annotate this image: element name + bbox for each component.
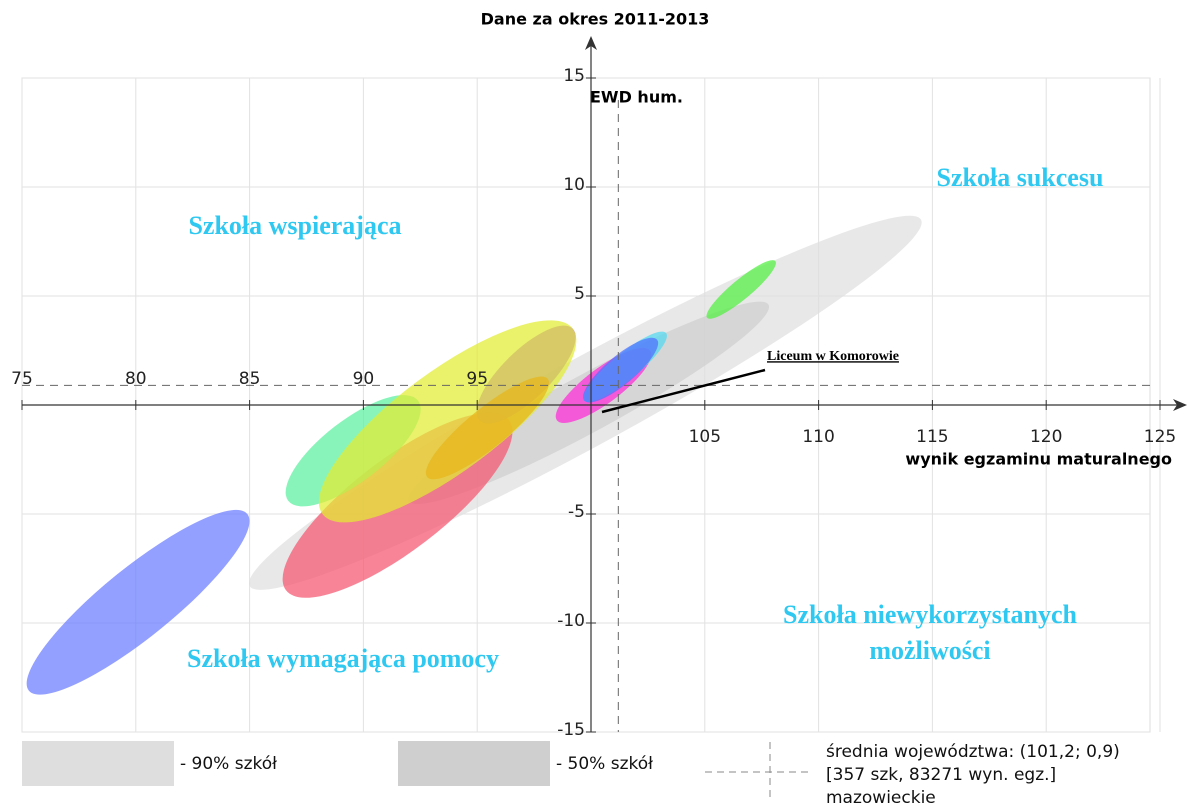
ellipse	[425, 376, 550, 480]
ellipse	[583, 337, 659, 403]
legend-label: - 50% szkół	[556, 754, 653, 774]
x-tick-label: 115	[916, 427, 948, 447]
x-tick-label: 85	[239, 369, 261, 389]
quadrant-label: możliwości	[869, 636, 990, 665]
x-tick-label: 125	[1144, 427, 1176, 447]
ellipse	[318, 320, 577, 523]
x-tick-label: 110	[802, 427, 834, 447]
legend-swatch	[22, 741, 174, 786]
legend-label: - 90% szkół	[180, 754, 277, 774]
quadrant-label: Szkoła wymagająca pomocy	[187, 644, 499, 673]
legend-text: [357 szk, 83271 wyn. egz.]	[826, 765, 1056, 785]
x-tick-label: 120	[1030, 427, 1062, 447]
legend-text: mazowieckie	[826, 788, 936, 807]
legend: średnia województwa: (101,2; 0,9) [357 s…	[22, 741, 1120, 808]
quadrant-label: Szkoła sukcesu	[937, 163, 1104, 192]
y-tick-label: -10	[557, 611, 585, 631]
legend-swatch	[398, 741, 550, 786]
x-axis-label: wynik egzaminu maturalnego	[905, 450, 1172, 469]
annotation: Liceum w Komorowie	[767, 349, 899, 364]
quadrant-label: Szkoła wspierająca	[188, 211, 401, 240]
y-tick-label: 5	[574, 284, 585, 304]
x-tick-label: 75	[11, 369, 33, 389]
x-tick-label: 90	[353, 369, 375, 389]
ellipse	[26, 509, 250, 695]
quadrant-label: Szkoła niewykorzystanych	[783, 600, 1078, 629]
x-tick-label: 105	[689, 427, 721, 447]
y-tick-label: -15	[557, 720, 585, 740]
ellipses	[26, 215, 922, 695]
chart-title: Dane za okres 2011-2013	[481, 10, 710, 29]
axes: 75 80 85 90 95 105 110 115 120 125 -15 -10 -5 5 10 15	[11, 36, 1187, 740]
x-tick-label: 80	[125, 369, 147, 389]
legend-text: średnia województwa: (101,2; 0,9)	[826, 742, 1120, 762]
ellipse	[706, 260, 776, 319]
y-tick-label: 10	[563, 175, 585, 195]
y-axis-label: EWD hum.	[590, 88, 683, 107]
annotation-line	[601, 368, 766, 414]
y-tick-label: 15	[563, 66, 585, 86]
y-tick-label: -5	[568, 502, 585, 522]
x-tick-label: 95	[466, 369, 488, 389]
